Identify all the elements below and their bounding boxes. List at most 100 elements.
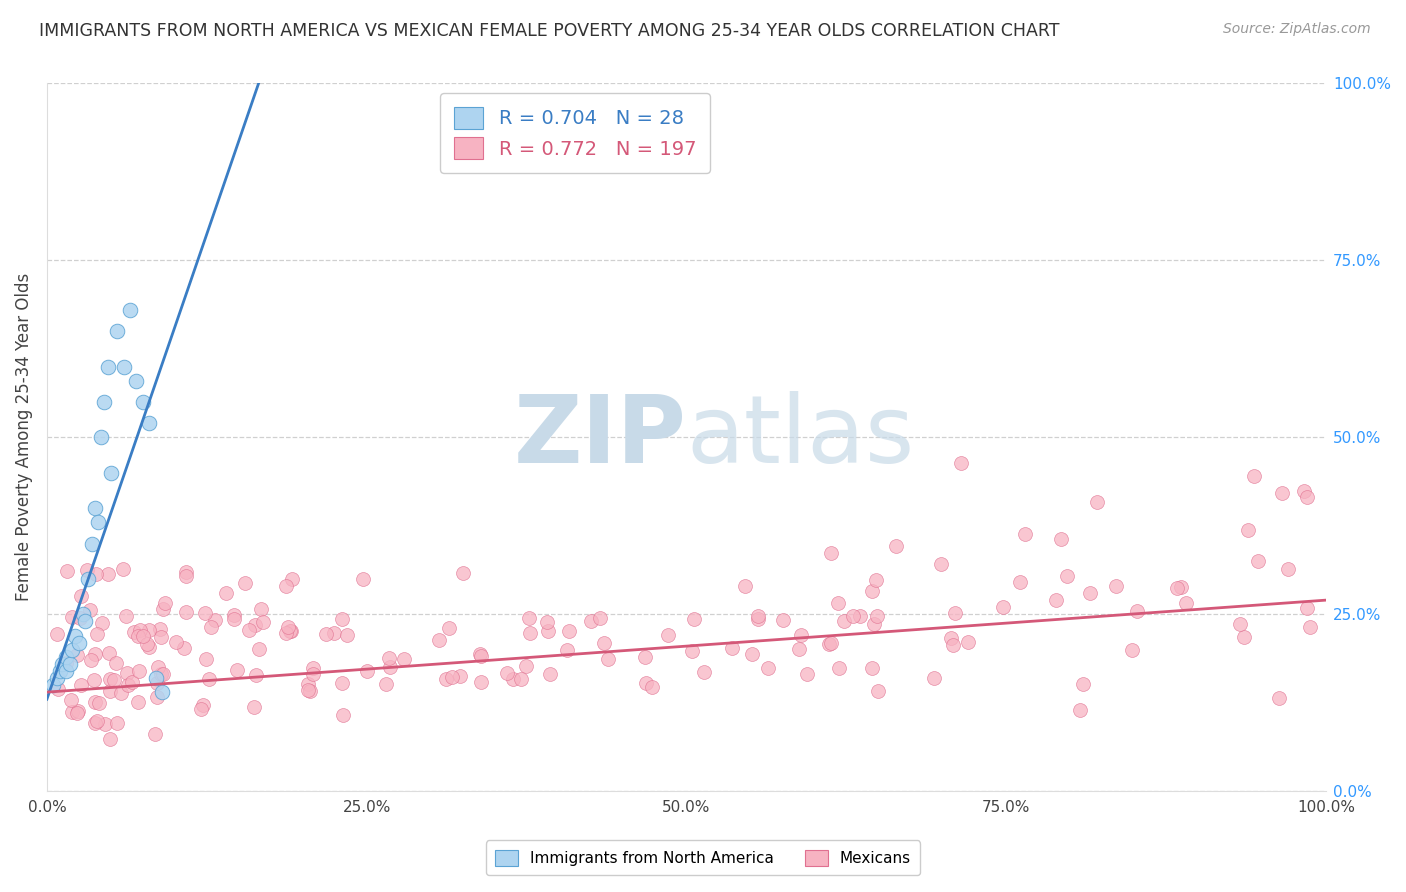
Point [787,642,810,657]
Point [832,614,855,628]
Point [97,566,120,581]
Point [1243,469,1265,483]
Point [957,635,980,649]
Point [150,666,173,681]
Point [84,567,107,582]
Point [849,608,872,623]
Point [76,563,98,577]
Point [83,673,105,688]
Point [60,609,83,624]
Point [747,612,769,626]
Point [150,685,173,699]
Point [97,359,120,374]
Point [592,636,614,650]
Point [922,671,945,685]
Point [105,324,128,338]
Point [145,671,167,685]
Point [721,640,744,655]
Point [1175,596,1198,610]
Point [129,623,152,637]
Point [138,416,160,430]
Point [1014,527,1036,541]
Point [65,706,87,721]
Point [252,615,274,629]
Point [146,676,169,690]
Point [91,615,114,630]
Point [193,698,215,713]
Point [515,658,537,673]
Point [67,704,90,718]
Point [502,672,524,686]
Point [93,395,115,409]
Point [299,684,322,698]
Point [165,635,187,649]
Point [48,664,70,678]
Point [378,651,401,665]
Point [152,666,174,681]
Point [63,628,86,642]
Point [1292,484,1315,499]
Point [437,621,460,635]
Point [356,664,378,678]
Point [238,623,260,637]
Point [796,667,818,681]
Point [1121,643,1143,657]
Point [589,611,612,625]
Point [124,624,146,639]
Point [222,607,245,622]
Point [538,667,561,681]
Point [138,624,160,638]
Point [297,683,319,698]
Point [352,572,374,586]
Point [204,613,226,627]
Point [145,690,167,704]
Point [132,395,155,409]
Point [87,516,110,530]
Point [80,653,103,667]
Point [862,661,884,675]
Point [117,678,139,692]
Point [155,596,177,610]
Point [468,647,491,661]
Point [280,624,302,638]
Point [200,620,222,634]
Text: Source: ZipAtlas.com: Source: ZipAtlas.com [1223,22,1371,37]
Point [87,696,110,710]
Point [841,609,863,624]
Point [84,501,107,516]
Point [51,657,73,671]
Point [942,638,965,652]
Point [939,631,962,645]
Point [636,676,658,690]
Point [281,572,304,586]
Point [128,664,150,678]
Point [274,578,297,592]
Point [378,659,401,673]
Point [330,676,353,690]
Point [70,678,93,692]
Point [579,614,602,628]
Point [741,647,763,661]
Point [276,620,298,634]
Point [820,635,842,649]
Point [931,557,953,571]
Point [1049,532,1071,546]
Point [86,714,108,729]
Point [536,615,558,630]
Point [1271,485,1294,500]
Point [226,663,249,677]
Point [127,695,149,709]
Text: atlas: atlas [686,392,915,483]
Point [683,612,706,626]
Point [297,677,319,691]
Point [243,699,266,714]
Point [332,708,354,723]
Point [59,657,82,671]
Point [1296,490,1319,504]
Point [138,640,160,654]
Point [818,637,841,651]
Point [693,665,716,679]
Point [322,625,344,640]
Point [509,673,531,687]
Point [224,612,246,626]
